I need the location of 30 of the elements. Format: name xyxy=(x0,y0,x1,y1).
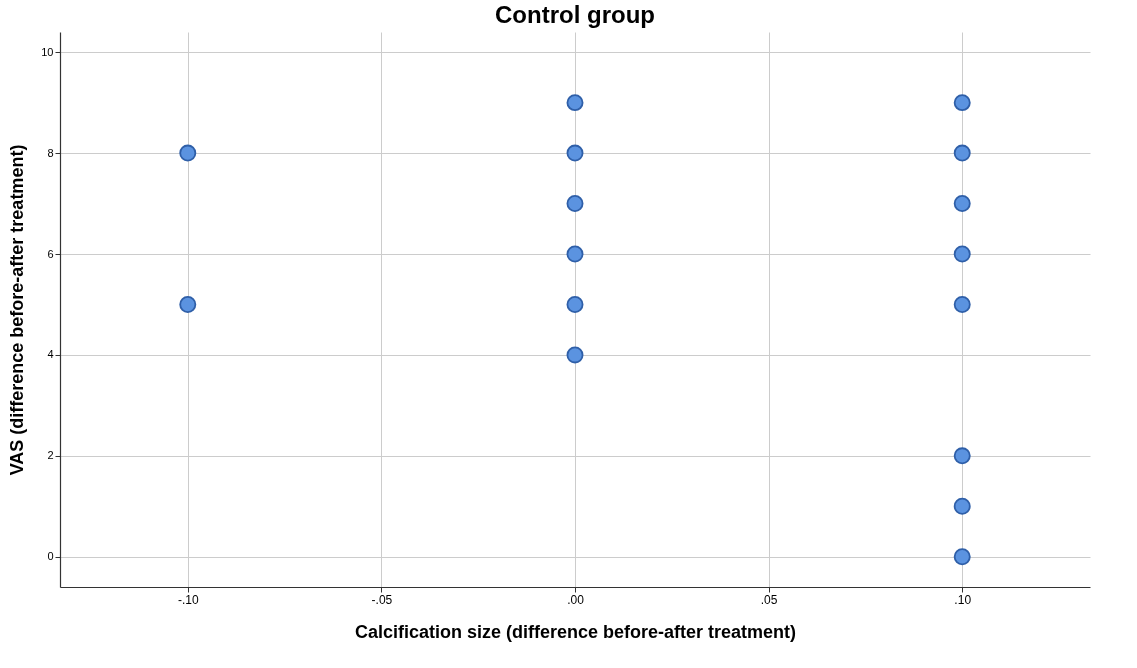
y-tick-label: 4 xyxy=(47,348,54,361)
point xyxy=(179,144,197,162)
y-tick-label: 10 xyxy=(41,45,54,58)
point xyxy=(566,295,584,313)
y-tick-label: 0 xyxy=(47,550,54,563)
point xyxy=(953,548,971,566)
y-tick-label: 6 xyxy=(47,247,54,260)
y-tick-label: 2 xyxy=(47,449,54,462)
x-tick-label: -.05 xyxy=(371,592,393,607)
chart-title: Control group xyxy=(495,1,655,28)
x-tick-label: .10 xyxy=(954,592,972,607)
point xyxy=(953,295,971,313)
x-tick-label: .00 xyxy=(567,592,585,607)
x-axis-title: Calcification size (difference before-after treatment) xyxy=(354,621,797,642)
point xyxy=(953,94,971,112)
x-tick-label: .05 xyxy=(760,592,778,607)
point xyxy=(566,94,584,112)
point xyxy=(566,346,584,364)
x-tick-label: -.10 xyxy=(177,592,199,607)
point xyxy=(953,245,971,263)
point xyxy=(953,195,971,213)
point xyxy=(953,144,971,162)
point xyxy=(566,144,584,162)
point xyxy=(179,295,197,313)
point xyxy=(953,447,971,465)
point xyxy=(566,245,584,263)
y-tick-label: 8 xyxy=(47,146,54,159)
point xyxy=(566,195,584,213)
y-axis-title: VAS (difference before-after treatment) xyxy=(7,144,28,476)
point xyxy=(953,497,971,515)
